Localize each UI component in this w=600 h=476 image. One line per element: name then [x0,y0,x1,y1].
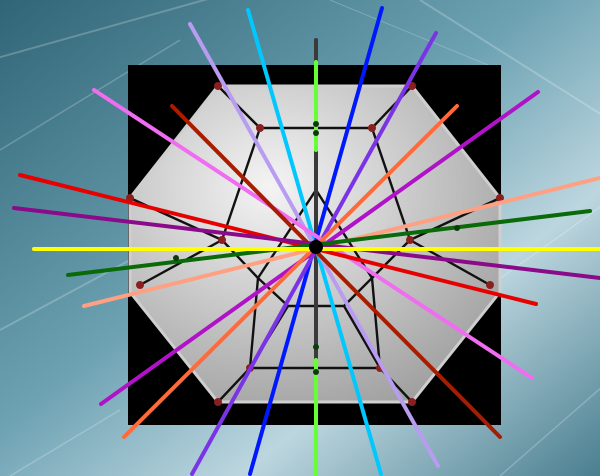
symmetry-axis-pink [92,88,534,380]
symmetry-axis-purple [12,206,600,280]
symmetry-axes [12,6,600,476]
symmetry-axis-orange [122,104,459,439]
axis-markers [173,121,460,375]
symmetry-axis-dark-red [170,104,502,439]
symmetry-axis-dark-green [66,209,592,277]
center-point [309,240,323,254]
